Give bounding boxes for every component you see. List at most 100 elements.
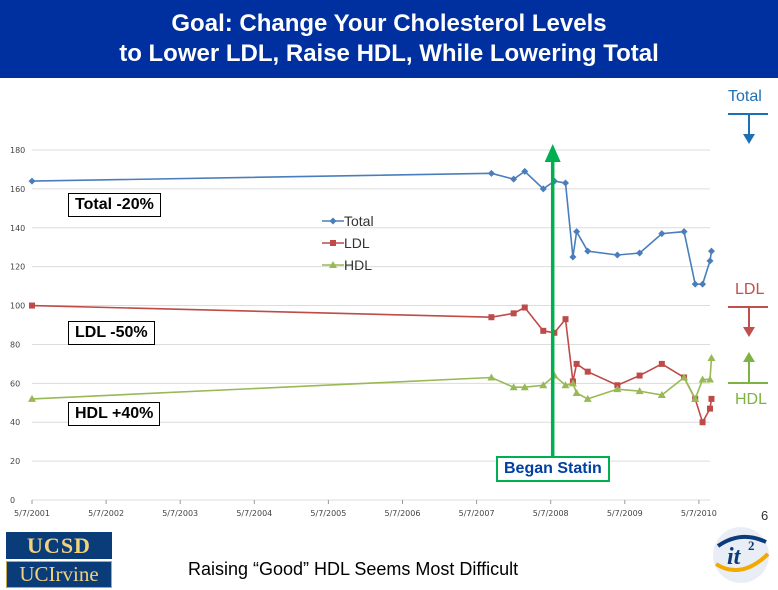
total-point <box>569 253 577 261</box>
ldl-point <box>562 316 569 323</box>
ldl-point <box>488 314 495 321</box>
x-tick-label: 5/7/2002 <box>88 509 124 518</box>
title-line-1: Goal: Change Your Cholesterol Levels <box>171 10 607 37</box>
chart-legend: Total LDL HDL <box>322 213 374 273</box>
y-tick-label: 60 <box>10 379 20 388</box>
ucsd-logo: UCSD <box>6 532 112 559</box>
ldl-point <box>510 310 517 317</box>
x-axis: 5/7/2001 5/7/2002 5/7/2003 5/7/2004 5/7/2005… <box>14 500 717 518</box>
hdl-point <box>28 394 36 402</box>
hdl-point <box>698 375 707 383</box>
hdl-point <box>487 373 496 381</box>
total-point <box>706 257 714 265</box>
side-label-hdl: HDL <box>735 391 768 408</box>
total-point <box>613 251 621 259</box>
ldl-point <box>707 405 713 412</box>
hdl-point <box>613 385 622 393</box>
hdl-point <box>539 381 548 389</box>
total-point <box>707 247 715 255</box>
total-point <box>658 230 666 238</box>
total-change-box: Total -20% <box>68 193 161 217</box>
statin-arrow-head <box>544 144 561 162</box>
legend-marker <box>329 217 337 225</box>
total-point <box>691 280 699 288</box>
ldl-point <box>699 419 706 426</box>
total-point <box>562 179 570 187</box>
y-tick-label: 0 <box>10 496 15 505</box>
ldl-point <box>658 360 665 367</box>
legend-marker <box>330 240 336 246</box>
ldl-point <box>573 360 580 367</box>
ldl-point <box>29 302 35 309</box>
total-point <box>28 177 36 185</box>
ldl-point <box>540 327 547 334</box>
series-hdl <box>28 354 716 402</box>
hdl-line <box>31 358 713 401</box>
y-tick-label: 80 <box>10 340 20 349</box>
hdl-point <box>706 375 714 383</box>
hdl-point <box>707 354 716 362</box>
title-bar: Goal: Change Your Cholesterol Levels to … <box>0 0 778 78</box>
y-tick-label: 40 <box>10 418 20 427</box>
ldl-point <box>521 304 528 311</box>
series-lines <box>28 144 716 468</box>
total-point <box>521 167 529 175</box>
x-tick-label: 5/7/2001 <box>14 509 50 518</box>
x-tick-label: 5/7/2006 <box>385 509 421 518</box>
hdl-point <box>561 381 570 389</box>
total-point <box>573 228 581 236</box>
ldl-point <box>708 395 715 402</box>
total-point <box>636 249 644 257</box>
y-tick-label: 120 <box>10 263 25 272</box>
hdl-point <box>572 389 581 397</box>
legend-label: LDL <box>344 235 370 251</box>
ldl-point <box>636 372 643 379</box>
footer-caption: Raising “Good” HDL Seems Most Difficult <box>188 559 519 579</box>
legend-label: HDL <box>344 257 372 273</box>
svg-text:2: 2 <box>748 538 755 553</box>
total-point <box>539 185 547 193</box>
y-tick-label: 100 <box>10 302 25 311</box>
x-tick-label: 5/7/2004 <box>236 509 272 518</box>
x-tick-label: 5/7/2010 <box>681 509 717 518</box>
side-arrows <box>728 113 768 384</box>
y-axis: 0 20 40 60 80 100 120 140 160 180 <box>10 146 25 505</box>
legend-label: Total <box>344 213 374 229</box>
ldl-point <box>584 368 591 375</box>
title-line-2: to Lower LDL, Raise HDL, While Lowering … <box>119 40 659 67</box>
x-tick-label: 5/7/2008 <box>533 509 569 518</box>
ldl-arrow-head <box>743 327 755 337</box>
hdl-point <box>657 391 666 398</box>
y-tick-label: 160 <box>10 185 25 194</box>
hdl-point <box>635 387 644 395</box>
total-arrow-head <box>743 134 755 144</box>
y-tick-label: 140 <box>10 224 25 233</box>
series-total <box>28 167 715 288</box>
side-label-total: Total <box>728 88 762 105</box>
svg-text:it: it <box>727 544 742 570</box>
y-tick-label: 180 <box>10 146 25 155</box>
total-point <box>487 169 495 177</box>
total-point <box>584 247 592 255</box>
hdl-point <box>691 394 700 402</box>
uci-logo: UCIrvine <box>6 561 112 588</box>
x-tick-label: 5/7/2007 <box>459 509 495 518</box>
hdl-point <box>583 394 592 402</box>
side-label-ldl: LDL <box>735 281 765 298</box>
total-point <box>680 228 688 236</box>
hdl-point <box>680 373 689 381</box>
hdl-arrow-head <box>743 352 755 362</box>
it2-logo: it 2 <box>713 527 770 583</box>
hdl-change-box: HDL +40% <box>68 402 161 426</box>
total-point <box>510 175 518 183</box>
began-statin-box: Began Statin <box>496 456 610 482</box>
x-tick-label: 5/7/2009 <box>607 509 643 518</box>
ldl-change-box: LDL -50% <box>68 321 155 345</box>
x-tick-label: 5/7/2003 <box>162 509 198 518</box>
legend-marker <box>329 261 337 268</box>
y-tick-label: 20 <box>10 457 20 466</box>
hdl-point <box>568 379 577 387</box>
x-tick-label: 5/7/2005 <box>310 509 346 518</box>
page-number: 6 <box>761 508 769 523</box>
